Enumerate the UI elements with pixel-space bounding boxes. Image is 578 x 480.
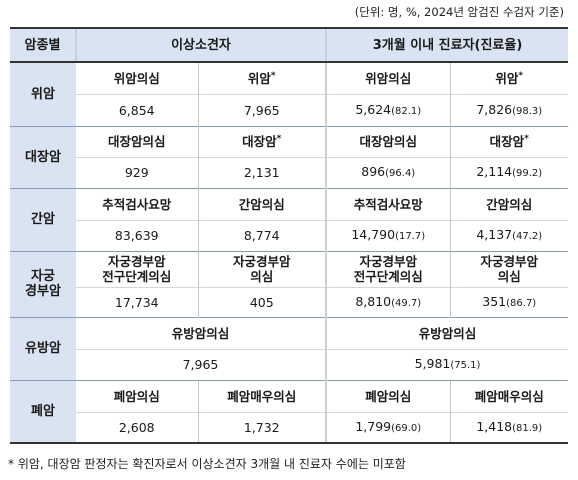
lung-abn-b: 1,732 [197, 411, 326, 444]
breast-value-row: 7,965 5,981(75.1) [10, 348, 568, 380]
header-abnormal: 이상소견자 [75, 27, 326, 63]
cervical-label-a-treated: 자궁경부암 전구단계의심 [325, 250, 450, 287]
cervical-abn-b: 405 [197, 286, 326, 317]
row-header-colorectal: 대장암 [10, 125, 76, 188]
colorectal-label-a-treated: 대장암의심 [325, 125, 450, 157]
cervical-label-b: 자궁경부암 의심 [197, 250, 326, 287]
lung-label-b-treated: 폐암매우의심 [449, 379, 568, 412]
breast-label-treated: 유방암의심 [325, 316, 568, 349]
stomach-label-a: 위암의심 [76, 61, 198, 94]
cervical-label-b-treated: 자궁경부암 의심 [449, 250, 568, 287]
cervical-trt-b: 351(86.7) [449, 286, 568, 317]
row-header-lung: 폐암 [10, 379, 76, 444]
stomach-trt-b: 7,826(98.3) [449, 93, 568, 126]
breast-trt: 5,981(75.1) [325, 348, 568, 380]
stomach-abn-b: 7,965 [197, 93, 326, 126]
row-header-cervical: 자궁 경부암 [10, 250, 76, 317]
row-header-liver: 간암 [10, 187, 76, 251]
breast-label: 유방암의심 [76, 316, 326, 349]
footnote: * 위암, 대장암 판정자는 확진자로서 이상소견자 3개월 내 진료자 수에는… [8, 457, 406, 471]
stomach-label-row: 위암 위암의심 위암* 위암의심 위암* [10, 61, 568, 126]
cervical-label-row: 자궁 경부암 자궁경부암 전구단계의심 자궁경부암 의심 자궁경부암 전구단계의심 자궁… [10, 250, 568, 317]
lung-value-row: 2,608 1,732 1,799(69.0) 1,418(81.9) [10, 411, 568, 444]
colorectal-value-row: 929 2,131 896(96.4) 2,114(99.2) [10, 156, 568, 188]
stomach-trt-a: 5,624(82.1) [325, 93, 450, 126]
liver-abn-a: 83,639 [76, 219, 198, 251]
breast-label-row: 유방암 유방암의심 유방암의심 [10, 316, 568, 380]
cancer-screening-table: 암종별 이상소견자 3개월 이내 진료자(진료율) 위암 위암의심 위암* 위암… [10, 27, 568, 444]
colorectal-abn-a: 929 [76, 156, 198, 188]
lung-label-row: 폐암 폐암의심 폐암매우의심 폐암의심 폐암매우의심 [10, 379, 568, 444]
colorectal-label-b-treated: 대장암* [449, 125, 568, 157]
liver-trt-a: 14,790(17.7) [325, 219, 450, 251]
liver-trt-b: 4,137(47.2) [449, 219, 568, 251]
colorectal-abn-b: 2,131 [197, 156, 326, 188]
stomach-label-b-treated: 위암* [449, 61, 568, 94]
stomach-abn-a: 6,854 [76, 93, 198, 126]
stomach-value-row: 6,854 7,965 5,624(82.1) 7,826(98.3) [10, 93, 568, 126]
lung-label-a-treated: 폐암의심 [325, 379, 450, 412]
lung-trt-a: 1,799(69.0) [325, 411, 450, 444]
lung-abn-a: 2,608 [76, 411, 198, 444]
cervical-trt-a: 8,810(49.7) [325, 286, 450, 317]
lung-label-b: 폐암매우의심 [197, 379, 326, 412]
colorectal-trt-b: 2,114(99.2) [449, 156, 568, 188]
cervical-value-row: 17,734 405 8,810(49.7) 351(86.7) [10, 286, 568, 317]
liver-label-a: 추적검사요망 [76, 187, 198, 220]
colorectal-label-a: 대장암의심 [76, 125, 198, 157]
liver-abn-b: 8,774 [197, 219, 326, 251]
lung-trt-b: 1,418(81.9) [449, 411, 568, 444]
stomach-label-a-treated: 위암의심 [325, 61, 450, 94]
breast-abn: 7,965 [76, 348, 326, 380]
stomach-label-b: 위암* [197, 61, 326, 94]
colorectal-label-b: 대장암* [197, 125, 326, 157]
header-treated: 3개월 이내 진료자(진료율) [325, 27, 568, 63]
row-header-breast: 유방암 [10, 316, 76, 380]
colorectal-label-row: 대장암 대장암의심 대장암* 대장암의심 대장암* [10, 125, 568, 188]
liver-label-b-treated: 간암의심 [449, 187, 568, 220]
table-header-row: 암종별 이상소견자 3개월 이내 진료자(진료율) [10, 27, 568, 63]
liver-label-row: 간암 추적검사요망 간암의심 추적검사요망 간암의심 [10, 187, 568, 251]
colorectal-trt-a: 896(96.4) [325, 156, 450, 188]
liver-label-b: 간암의심 [197, 187, 326, 220]
header-cancer-type: 암종별 [10, 27, 76, 63]
liver-label-a-treated: 추적검사요망 [325, 187, 450, 220]
row-header-stomach: 위암 [10, 61, 76, 126]
lung-label-a: 폐암의심 [76, 379, 198, 412]
liver-value-row: 83,639 8,774 14,790(17.7) 4,137(47.2) [10, 219, 568, 251]
unit-note: (단위: 명, %, 2024년 암검진 수검자 기준) [354, 5, 564, 19]
cervical-abn-a: 17,734 [76, 286, 198, 317]
cervical-label-a: 자궁경부암 전구단계의심 [76, 250, 198, 287]
